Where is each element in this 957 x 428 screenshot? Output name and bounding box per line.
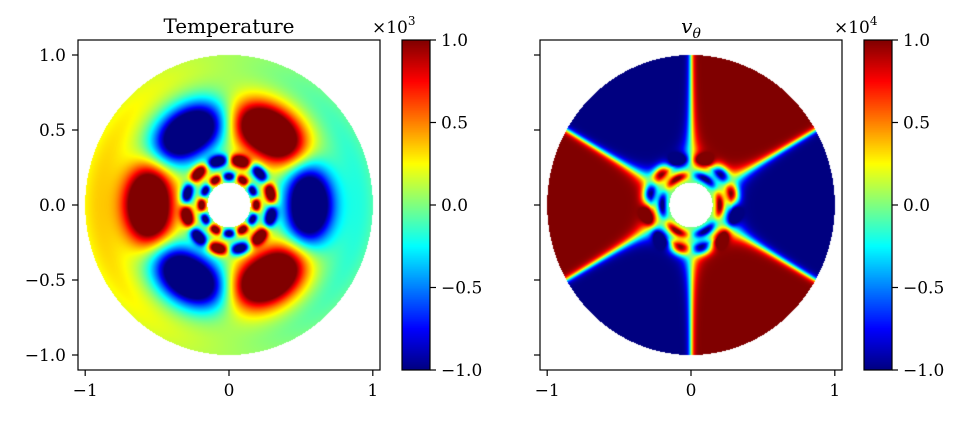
vtheta-title-sub: θ bbox=[692, 26, 701, 42]
vtheta-colorbar-ticks: 1.0 0.5 0.0 −0.5 −1.0 bbox=[892, 31, 944, 381]
vtheta-multiplier-exp: 4 bbox=[870, 14, 878, 28]
vtheta-xtick-label-1: 0 bbox=[686, 381, 697, 401]
temperature-cbar-tick-label-4: −1.0 bbox=[441, 361, 482, 381]
temperature-xtick-label-1: 0 bbox=[224, 381, 235, 401]
vtheta-panel: −1 0 1 vθ 1.0 0.5 0.0 −0.5 −1.0 ×104 bbox=[534, 14, 944, 401]
vtheta-xtick-label-0: −1 bbox=[535, 381, 560, 401]
vtheta-cbar-tick-label-0: 1.0 bbox=[903, 31, 930, 51]
temperature-colorbar-ticks: 1.0 0.5 0.0 −0.5 −1.0 bbox=[430, 31, 482, 381]
temperature-multiplier-base: ×10 bbox=[372, 18, 408, 38]
temperature-panel: −1 0 1 1.0 0.5 0.0 −0.5 −1.0 Temperature 1.0 0.5… bbox=[25, 14, 483, 401]
temperature-ytick-label-0: 1.0 bbox=[39, 46, 66, 66]
temperature-ytick-label-1: 0.5 bbox=[39, 121, 66, 141]
temperature-colorbar-multiplier: ×103 bbox=[372, 14, 416, 38]
temperature-colorbar bbox=[402, 40, 430, 370]
temperature-title: Temperature bbox=[163, 14, 294, 38]
temperature-cbar-tick-label-2: 0.0 bbox=[441, 196, 468, 216]
temperature-heatmap bbox=[78, 40, 380, 370]
temperature-multiplier-exp: 3 bbox=[408, 14, 416, 28]
vtheta-title: vθ bbox=[681, 14, 701, 42]
temperature-cbar-tick-label-1: 0.5 bbox=[441, 114, 468, 134]
temperature-ytick-label-4: −1.0 bbox=[25, 346, 66, 366]
vtheta-axis-ticks: −1 0 1 bbox=[534, 54, 840, 401]
temperature-xtick-label-2: 1 bbox=[367, 381, 378, 401]
vtheta-cbar-tick-label-3: −0.5 bbox=[903, 279, 944, 299]
vtheta-cbar-tick-label-1: 0.5 bbox=[903, 114, 930, 134]
temperature-ytick-label-3: −0.5 bbox=[25, 271, 66, 291]
vtheta-multiplier-base: ×10 bbox=[834, 18, 870, 38]
vtheta-heatmap bbox=[540, 40, 842, 370]
vtheta-cbar-tick-label-4: −1.0 bbox=[903, 361, 944, 381]
vtheta-colorbar bbox=[864, 40, 892, 370]
vtheta-xtick-label-2: 1 bbox=[829, 381, 840, 401]
temperature-xtick-label-0: −1 bbox=[73, 381, 98, 401]
vtheta-colorbar-multiplier: ×104 bbox=[834, 14, 878, 38]
temperature-cbar-tick-label-3: −0.5 bbox=[441, 279, 482, 299]
temperature-ytick-label-2: 0.0 bbox=[39, 196, 66, 216]
vtheta-cbar-tick-label-2: 0.0 bbox=[903, 196, 930, 216]
temperature-axis-ticks: −1 0 1 1.0 0.5 0.0 −0.5 −1.0 bbox=[25, 46, 379, 401]
vtheta-title-main: v bbox=[681, 14, 693, 38]
temperature-cbar-tick-label-0: 1.0 bbox=[441, 31, 468, 51]
